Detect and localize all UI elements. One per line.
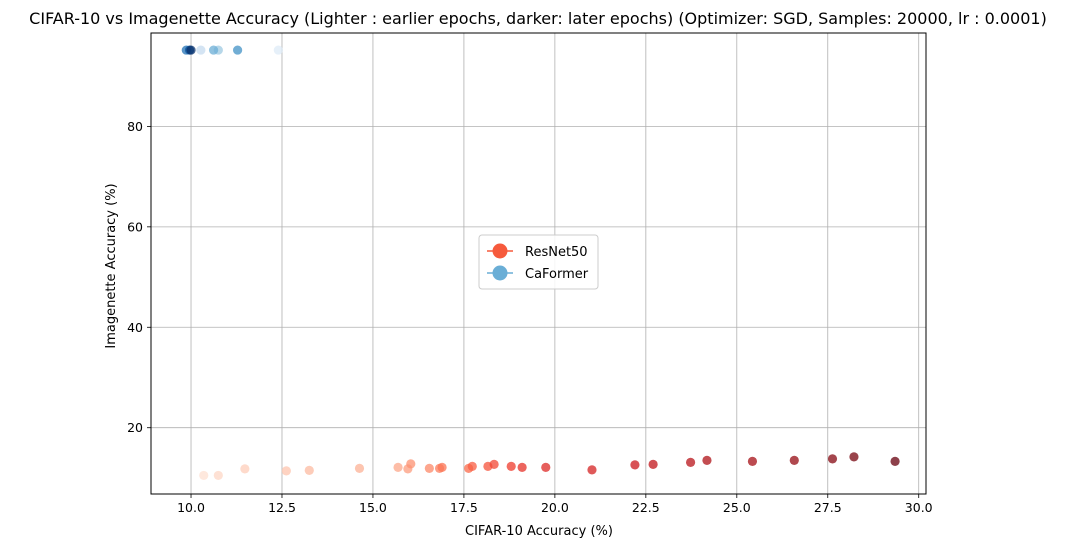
resnet50-point-8 xyxy=(406,459,416,469)
x-tick-label-4: 20.0 xyxy=(541,500,569,515)
resnet50-point-25 xyxy=(789,455,799,465)
chart-title: CIFAR-10 vs Imagenette Accuracy (Lighter… xyxy=(29,9,1047,28)
x-tick-label-5: 22.5 xyxy=(632,500,660,515)
resnet50-point-4 xyxy=(304,465,314,475)
resnet50-point-17 xyxy=(517,462,527,472)
resnet50-point-20 xyxy=(630,460,640,470)
caformer-point-0 xyxy=(273,45,283,55)
resnet50-point-18 xyxy=(541,462,551,472)
y-tick-label-3: 80 xyxy=(127,119,143,134)
x-tick-label-1: 12.5 xyxy=(268,500,296,515)
resnet50-point-1 xyxy=(213,470,223,481)
y-tick-label-2: 60 xyxy=(127,219,143,234)
y-tick-label-1: 40 xyxy=(127,320,143,335)
resnet50-point-23 xyxy=(702,455,712,465)
caformer-point-1 xyxy=(196,45,206,55)
x-tick-label-7: 27.5 xyxy=(814,500,842,515)
resnet50-point-0 xyxy=(199,470,209,481)
legend-resnet50-label: ResNet50 xyxy=(525,245,588,260)
caformer-point-3 xyxy=(208,45,219,55)
resnet50-point-24 xyxy=(747,456,758,466)
resnet50-point-22 xyxy=(685,457,696,467)
y-axis-label: Imagenette Accuracy (%) xyxy=(104,183,119,348)
resnet50-point-13 xyxy=(467,461,477,471)
x-axis-label: CIFAR-10 Accuracy (%) xyxy=(465,524,613,539)
legend: ResNet50 CaFormer xyxy=(478,234,599,290)
y-tick-label-0: 20 xyxy=(127,420,143,435)
data-points xyxy=(181,45,900,481)
resnet50-point-27 xyxy=(849,452,859,462)
resnet50-point-15 xyxy=(489,459,499,469)
plot-frame xyxy=(150,32,927,495)
resnet50-point-19 xyxy=(587,465,597,475)
x-tick-label-2: 15.0 xyxy=(359,500,387,515)
resnet50-point-5 xyxy=(354,463,365,473)
resnet50-point-9 xyxy=(424,463,434,473)
resnet50-point-28 xyxy=(890,456,900,466)
caformer-point-4 xyxy=(232,45,243,55)
axis-ticks: 10.0 12.5 15.0 17.5 20.0 22.5 25.0 27.5 30.0 20 40… xyxy=(127,119,933,515)
legend-resnet50-marker xyxy=(492,243,508,259)
legend-caformer-label: CaFormer xyxy=(525,267,589,282)
resnet50-point-16 xyxy=(506,461,516,471)
resnet50-point-3 xyxy=(281,466,291,476)
resnet50-point-2 xyxy=(240,464,250,474)
caformer-point-7 xyxy=(186,45,196,55)
legend-caformer-marker xyxy=(492,265,508,281)
resnet50-point-26 xyxy=(827,454,838,464)
legend-box xyxy=(478,234,599,290)
x-tick-label-0: 10.0 xyxy=(177,500,205,515)
resnet50-point-21 xyxy=(648,459,658,469)
resnet50-point-6 xyxy=(393,462,403,472)
x-tick-label-8: 30.0 xyxy=(905,500,933,515)
x-tick-label-3: 17.5 xyxy=(450,500,478,515)
x-tick-label-6: 25.0 xyxy=(723,500,751,515)
resnet50-point-11 xyxy=(437,462,447,472)
